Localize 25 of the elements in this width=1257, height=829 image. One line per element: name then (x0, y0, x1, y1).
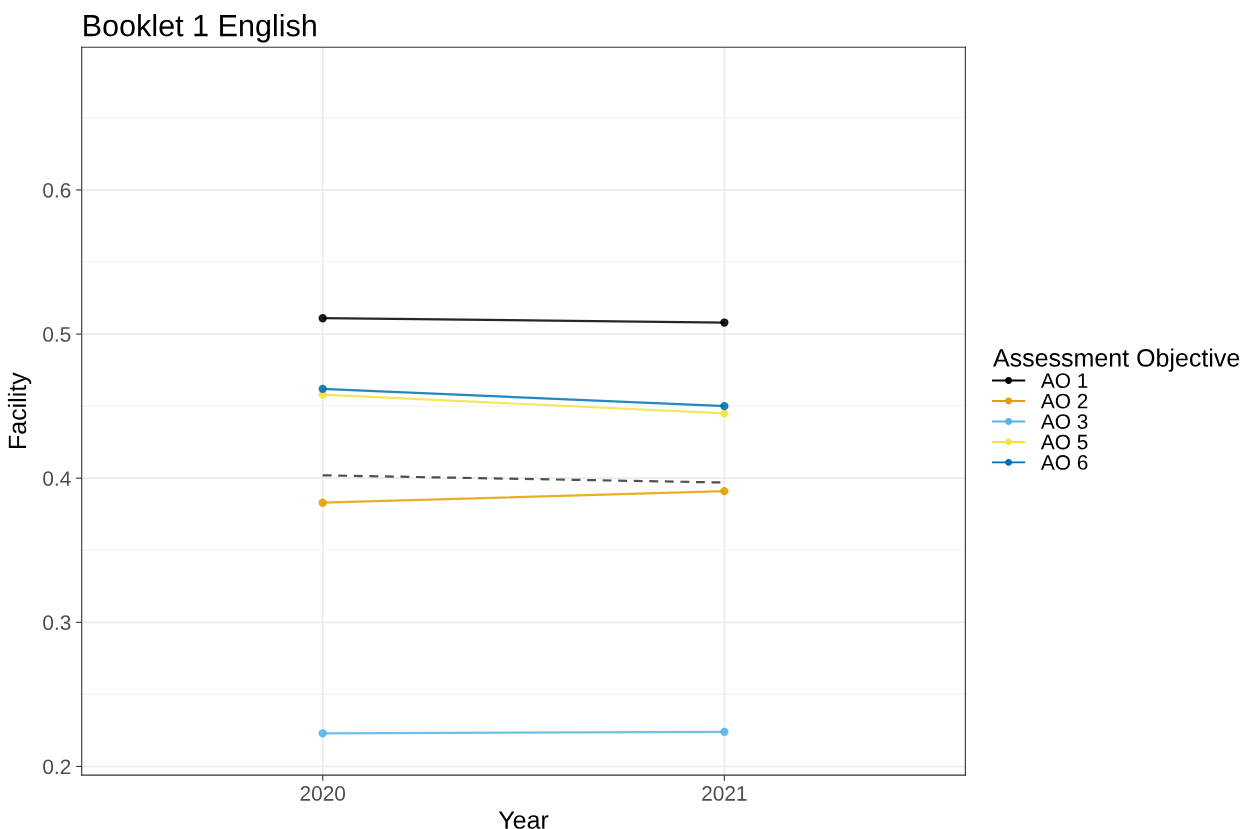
legend-label: AO 2 (1040, 393, 1088, 409)
point (720, 487, 729, 496)
y-tick-label: 0.6 (43, 182, 71, 198)
y-tick-label: 0.3 (43, 615, 71, 631)
point (318, 729, 327, 738)
legend-label: AO 3 (1040, 414, 1088, 429)
point (720, 727, 729, 737)
point (318, 384, 327, 394)
point (318, 314, 327, 323)
legend-label: AO 6 (1040, 455, 1088, 470)
legend-label: AO 5 (1040, 434, 1088, 450)
y-tick-label: 0.4 (43, 471, 71, 486)
point (318, 498, 327, 507)
x-tick-label: 2020 (300, 786, 346, 801)
legend-title: Assessment Objective (993, 348, 1240, 372)
legend-label: AO 1 (1040, 373, 1088, 389)
point (720, 401, 729, 411)
chart-title: Booklet 1 English (84, 14, 316, 43)
y-tick-label: 0.2 (43, 759, 71, 775)
y-tick-label: 0.5 (43, 327, 71, 342)
point (720, 318, 729, 327)
x-tick-label: 2021 (702, 786, 747, 801)
x-axis-title: Year (498, 811, 549, 829)
y-axis-title: Facility (7, 372, 32, 449)
point (720, 409, 729, 418)
